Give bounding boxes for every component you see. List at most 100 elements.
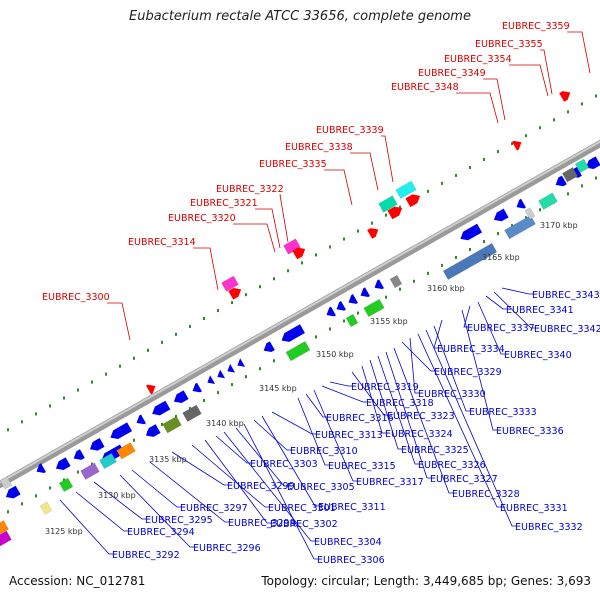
- guide-dot: [203, 317, 205, 321]
- guide-dot: [273, 277, 275, 281]
- gene-arrow-forward: [559, 91, 571, 102]
- gene-arrow-reverse: [55, 457, 71, 470]
- gene-feature: [363, 298, 385, 318]
- gene-arrow-forward: [228, 287, 242, 300]
- gene-label-top: EUBREC_3359: [502, 21, 570, 32]
- gene-feature: [73, 449, 85, 460]
- gene-label-top: EUBREC_3314: [128, 237, 196, 248]
- guide-dot: [119, 364, 121, 368]
- guide-dot: [259, 285, 261, 289]
- gene-label-bottom: EUBREC_3306: [317, 555, 385, 566]
- gene-feature: [207, 375, 216, 384]
- top-label-leader: [483, 78, 506, 121]
- guide-dot: [441, 181, 443, 185]
- gene-label-bottom: EUBREC_3298: [228, 518, 296, 529]
- bottom-label-leader: [385, 351, 431, 479]
- gene-feature: [58, 477, 74, 493]
- guide-dot: [175, 414, 177, 418]
- gene-label-bottom: EUBREC_3318: [366, 398, 434, 409]
- bottom-label-leader: [204, 439, 271, 524]
- guide-dot: [175, 332, 177, 336]
- gene-label-bottom: EUBREC_3301: [268, 503, 336, 514]
- bottom-label-leader: [149, 461, 229, 523]
- guide-dot: [245, 293, 247, 297]
- bottom-label-leader: [425, 329, 516, 527]
- gene-label-bottom: EUBREC_3336: [496, 426, 564, 437]
- guide-dot: [105, 372, 107, 376]
- guide-dot: [77, 388, 79, 392]
- gene-box: [395, 180, 417, 199]
- guide-dot: [217, 391, 219, 395]
- gene-label-top: EUBREC_3354: [444, 54, 512, 65]
- top-labels: EUBREC_3300 EUBREC_3314 EUBREC_3320 EUBREC_…: [42, 21, 570, 303]
- guide-dot: [357, 229, 359, 233]
- gene-feature: [374, 279, 384, 290]
- top-label-leader: [350, 152, 379, 191]
- guide-dot: [35, 494, 37, 498]
- guide-dot: [567, 192, 569, 196]
- bottom-label-leader: [223, 431, 315, 542]
- gene-box: [39, 501, 53, 515]
- bottom-label-leader: [215, 435, 251, 464]
- gene-arrow-forward: [405, 194, 421, 208]
- top-label-leader: [193, 247, 219, 291]
- gene-box: [182, 404, 202, 422]
- gene-feature: [217, 369, 226, 379]
- gene-label-bottom: EUBREC_3332: [515, 522, 583, 533]
- guide-dot: [469, 165, 471, 169]
- gene-label-bottom: EUBREC_3299: [227, 481, 295, 492]
- gene-feature: [512, 140, 522, 151]
- gene-label-bottom: EUBREC_3327: [430, 474, 498, 485]
- gene-arrow-reverse: [281, 324, 305, 342]
- guide-dot: [427, 189, 429, 193]
- gene-feature: [0, 476, 13, 490]
- gene-arrow-reverse: [237, 358, 246, 367]
- gene-label-bottom: EUBREC_3343: [532, 290, 600, 301]
- guide-dot: [427, 271, 429, 275]
- top-label-leader: [381, 135, 394, 183]
- gene-feature: [442, 242, 498, 280]
- bottom-label-leader: [501, 287, 533, 295]
- gene-label-bottom: EUBREC_3329: [434, 367, 502, 378]
- guide-dot: [399, 205, 401, 209]
- gene-feature: [538, 192, 558, 210]
- gene-arrow-reverse: [348, 294, 358, 304]
- gene-feature: [285, 341, 311, 362]
- guide-dot: [217, 309, 219, 313]
- gene-label-bottom: EUBREC_3319: [351, 382, 419, 393]
- gene-arrow-reverse: [145, 424, 161, 437]
- gene-arrow-reverse: [152, 400, 171, 416]
- bottom-label-leader: [93, 481, 146, 520]
- gene-label-top: EUBREC_3338: [285, 142, 353, 153]
- guide-dot: [413, 279, 415, 283]
- gene-arrow-forward: [292, 247, 306, 260]
- bottom-label-leader: [361, 365, 386, 434]
- gene-feature: [145, 424, 161, 437]
- gene-box: [80, 462, 100, 480]
- gene-feature: [504, 215, 536, 240]
- backbone-track: [0, 139, 600, 489]
- gene-arrow-reverse: [36, 463, 46, 473]
- bottom-label-leader: [369, 359, 402, 450]
- guide-dot: [539, 208, 541, 212]
- gene-feature: [99, 452, 117, 470]
- gene-box: [345, 313, 359, 328]
- gene-feature: [237, 358, 246, 367]
- gene-arrow-forward: [512, 140, 522, 151]
- guide-dot: [511, 224, 513, 228]
- bottom-label-leader: [271, 411, 316, 435]
- scale-tick-label: 3145 kbp: [259, 384, 297, 393]
- gene-feature: [493, 208, 509, 222]
- gene-arrow-reverse: [585, 156, 600, 170]
- top-label-leader: [255, 208, 281, 249]
- gene-feature: [192, 382, 202, 393]
- bottom-label-leader: [477, 301, 505, 355]
- guide-dot: [161, 422, 163, 426]
- bottom-label-leader: [329, 381, 352, 387]
- gene-feature: [227, 363, 236, 373]
- guide-dot: [91, 462, 93, 466]
- gene-box: [363, 298, 385, 318]
- map-title: Eubacterium rectale ATCC 33656, complete…: [129, 9, 471, 24]
- gene-arrow-reverse: [263, 341, 275, 353]
- guide-dot: [581, 102, 583, 106]
